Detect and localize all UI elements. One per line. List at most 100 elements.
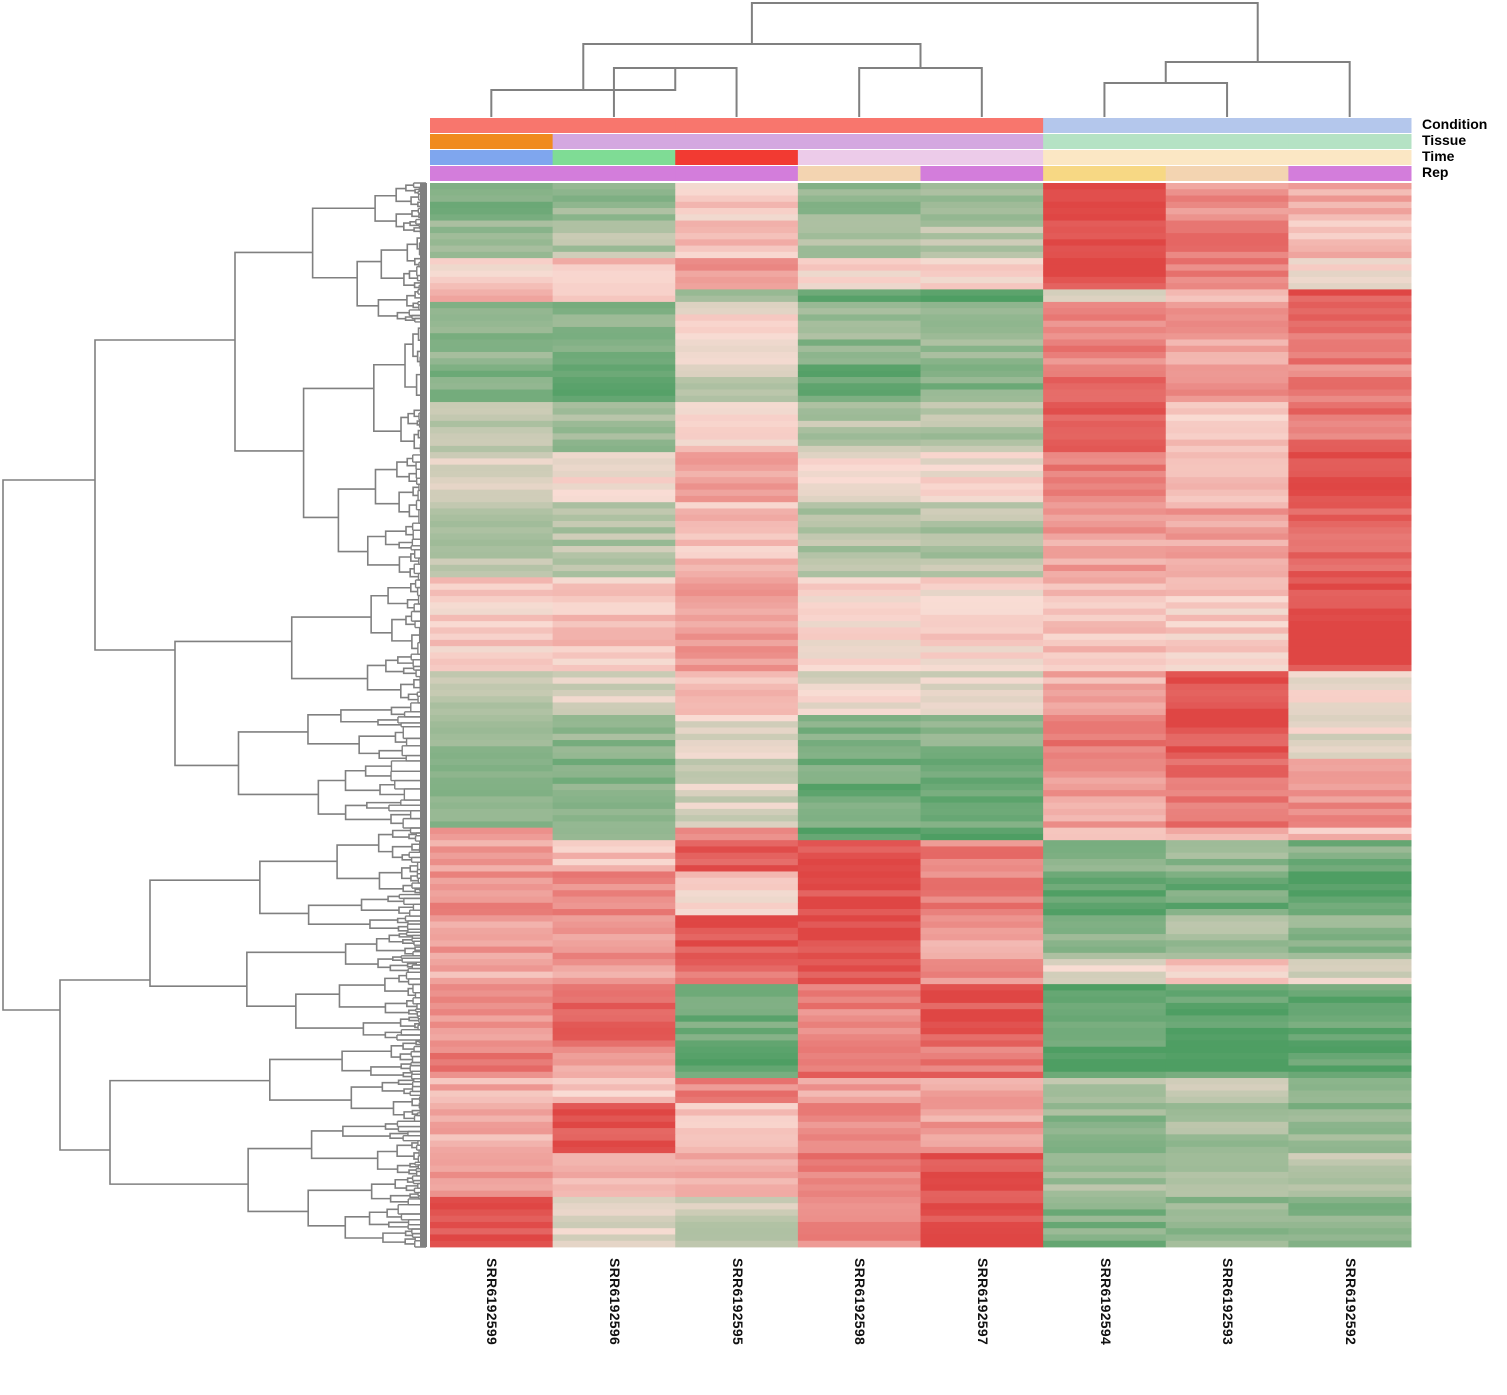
heatmap-cell [430, 783, 554, 791]
heatmap-cell [1288, 333, 1412, 340]
heatmap-cell [1043, 364, 1167, 372]
dendrogram-link [413, 282, 421, 289]
heatmap-cell [430, 245, 554, 253]
heatmap-cell [430, 959, 554, 966]
heatmap-cell [797, 508, 921, 516]
heatmap-cell [797, 577, 921, 584]
heatmap-cell [675, 1027, 799, 1035]
heatmap-cell [920, 571, 1044, 578]
heatmap-cell [1165, 577, 1289, 584]
annotation-label-tissue: Tissue [1422, 132, 1467, 148]
heatmap-cell [430, 990, 554, 998]
heatmap-cell [1165, 183, 1289, 190]
heatmap-cell [552, 1128, 676, 1135]
heatmap-cell [920, 1203, 1044, 1210]
dendrogram-link [1103, 82, 1229, 117]
heatmap-cell [1165, 733, 1289, 741]
dendrogram-link [377, 299, 407, 317]
heatmap-cell [920, 558, 1044, 566]
heatmap-cell [797, 965, 921, 973]
heatmap-cell [1043, 276, 1167, 284]
heatmap-cell [552, 865, 676, 872]
heatmap-cell [1043, 339, 1167, 347]
heatmap-cell [430, 664, 554, 672]
heatmap-cell [1043, 458, 1167, 466]
heatmap-cell [1043, 639, 1167, 647]
dendrogram-link [384, 1002, 409, 1014]
heatmap-cell [797, 721, 921, 728]
heatmap-cell [920, 477, 1044, 484]
heatmap-cell [1043, 220, 1167, 228]
dendrogram-link [396, 461, 410, 478]
dendrogram-link [408, 472, 417, 483]
heatmap-cell [552, 921, 676, 929]
heatmap-cell [1043, 1027, 1167, 1035]
dendrogram-link [380, 249, 408, 279]
heatmap-cell [675, 1215, 799, 1223]
heatmap-cell [1165, 1178, 1289, 1185]
dendrogram-link [410, 583, 418, 593]
annotation-cell [1288, 118, 1412, 133]
heatmap-cell [675, 239, 799, 246]
heatmap-cell [552, 909, 676, 916]
heatmap-cell [1288, 840, 1412, 847]
heatmap-cell [1288, 233, 1412, 240]
heatmap-cell [1288, 1002, 1412, 1010]
heatmap-cell [430, 840, 554, 847]
heatmap-cell [430, 477, 554, 484]
dendrogram-link [402, 667, 417, 675]
heatmap-cell [552, 658, 676, 666]
heatmap-cell [1288, 208, 1412, 215]
heatmap-cell [1043, 940, 1167, 947]
heatmap-cell [430, 251, 554, 259]
heatmap-cell [675, 258, 799, 265]
heatmap-cell [920, 777, 1044, 785]
heatmap-cell [1043, 1178, 1167, 1185]
dendrogram-link [411, 1142, 418, 1149]
heatmap-cell [552, 1002, 676, 1010]
heatmap-cell [1043, 1209, 1167, 1217]
heatmap-cell [552, 621, 676, 628]
heatmap-cell [1043, 802, 1167, 810]
dendrogram-link [410, 553, 419, 562]
heatmap-cell [675, 921, 799, 929]
heatmap-cell [430, 195, 554, 203]
heatmap-cell [1165, 771, 1289, 778]
heatmap-cell [1043, 1096, 1167, 1104]
heatmap-cell [1288, 890, 1412, 897]
heatmap-cell [920, 508, 1044, 516]
heatmap-cell [1165, 364, 1289, 372]
heatmap-cell [675, 1240, 799, 1248]
heatmap-cell [1043, 758, 1167, 766]
heatmap-cell [430, 577, 554, 584]
heatmap-cell [1288, 558, 1412, 566]
heatmap-cell [797, 1184, 921, 1192]
heatmap-cell [1043, 377, 1167, 384]
heatmap-cell [1288, 959, 1412, 966]
heatmap-cell [552, 195, 676, 203]
annotation-cell [1043, 118, 1167, 133]
heatmap-cell [430, 827, 554, 835]
dendrogram-link [414, 888, 421, 894]
heatmap-cell [1165, 477, 1289, 484]
row-dendrogram [2, 182, 427, 1248]
heatmap-cell [675, 377, 799, 384]
heatmap-cell [920, 1021, 1044, 1029]
dendrogram-link [340, 709, 392, 723]
heatmap-cell [797, 990, 921, 998]
heatmap-cell [1165, 1215, 1289, 1223]
heatmap-cell [1288, 383, 1412, 390]
heatmap-cell [1288, 189, 1412, 196]
heatmap-cell [1165, 320, 1289, 328]
heatmap-cell [1288, 846, 1412, 854]
dendrogram-link [336, 844, 380, 880]
heatmap-cell [430, 627, 554, 635]
heatmap-cell [675, 470, 799, 478]
heatmap-cell [920, 696, 1044, 703]
heatmap-cell [675, 326, 799, 334]
heatmap-cell [1043, 846, 1167, 854]
heatmap-cell [797, 1052, 921, 1060]
heatmap-cell [675, 915, 799, 922]
heatmap-cell [797, 946, 921, 954]
heatmap-cell [552, 420, 676, 428]
